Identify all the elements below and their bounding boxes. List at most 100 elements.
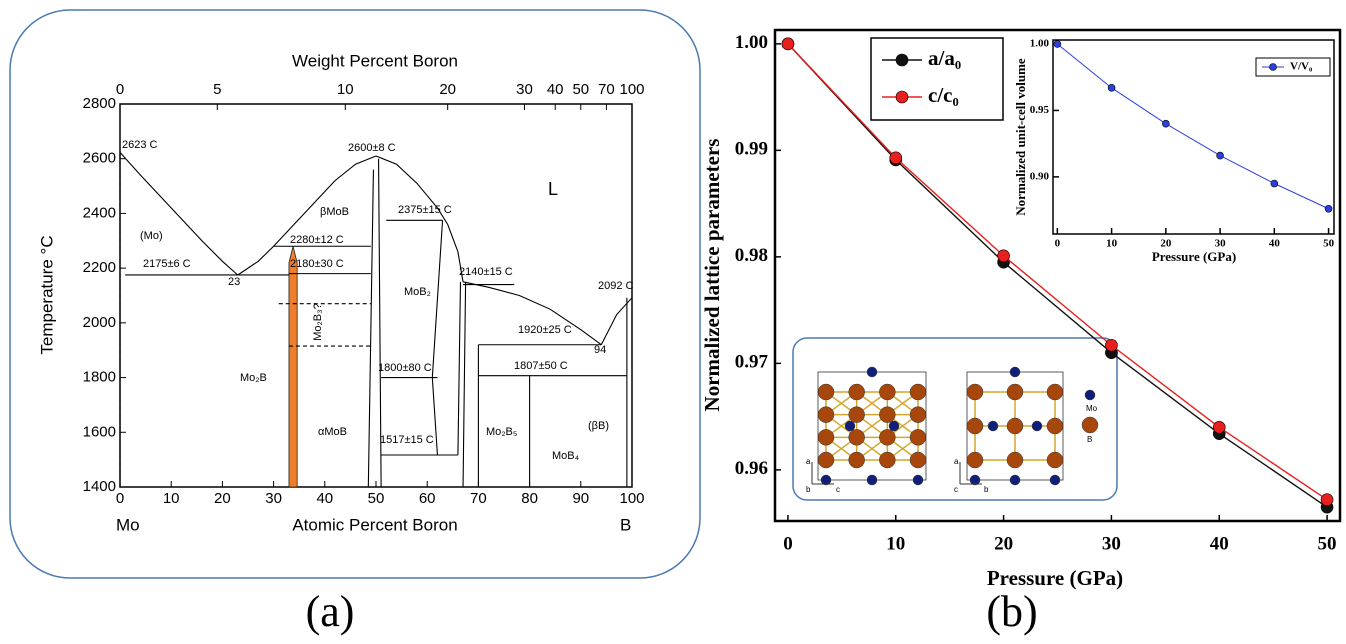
y-tick-label: 1800 bbox=[83, 369, 116, 386]
data-point bbox=[890, 152, 902, 164]
end-label: B bbox=[620, 515, 631, 534]
data-point bbox=[1108, 84, 1115, 91]
annotation: 94 bbox=[594, 344, 606, 356]
atom bbox=[818, 452, 834, 468]
x-tick-label: 10 bbox=[886, 533, 905, 554]
atom bbox=[967, 418, 983, 434]
annotation: (βB) bbox=[588, 420, 609, 432]
atom bbox=[818, 384, 834, 400]
annotation: βMoB bbox=[320, 206, 349, 218]
atom bbox=[1010, 475, 1020, 485]
atom bbox=[967, 452, 983, 468]
atom bbox=[879, 384, 895, 400]
atom bbox=[1047, 418, 1063, 434]
atom bbox=[910, 452, 926, 468]
y-tick-label: 0.96 bbox=[735, 458, 768, 479]
annotation: 2180±30 C bbox=[290, 258, 344, 270]
axis-letter: c bbox=[836, 485, 840, 494]
x-tick-label: 60 bbox=[419, 490, 436, 507]
atom bbox=[913, 475, 923, 485]
x-tick-label: 50 bbox=[368, 490, 385, 507]
atom bbox=[879, 429, 895, 445]
y-tick-label: 2800 bbox=[83, 95, 116, 112]
axis-letter: a bbox=[954, 457, 959, 466]
axis-letter: b bbox=[806, 485, 811, 494]
y-tick-label: 1600 bbox=[83, 423, 116, 440]
y-axis-title: Temperature °C bbox=[37, 235, 56, 354]
atom bbox=[1007, 418, 1023, 434]
data-point bbox=[1321, 494, 1333, 506]
x-tick-label: 0 bbox=[783, 533, 793, 554]
x-tick-label: 100 bbox=[619, 490, 644, 507]
x2-axis-title: Weight Percent Boron bbox=[292, 51, 458, 70]
x2-tick-label: 40 bbox=[547, 81, 564, 98]
figure: MoBabcacb 010203040506070809010005102030… bbox=[0, 0, 1346, 644]
atom bbox=[818, 429, 834, 445]
x2-tick-label: 50 bbox=[572, 81, 589, 98]
x-tick-label: 30 bbox=[1102, 533, 1121, 554]
annotation: αMoB bbox=[318, 426, 347, 438]
x-tick-label: 40 bbox=[316, 490, 333, 507]
x-tick-label: 40 bbox=[1269, 238, 1281, 250]
y-tick-label: 1.00 bbox=[1030, 38, 1050, 50]
atom bbox=[1082, 417, 1098, 433]
atom bbox=[849, 384, 865, 400]
structure-legend: B bbox=[1087, 435, 1092, 444]
y-tick-label: 2000 bbox=[83, 314, 116, 331]
annotation: 1920±25 C bbox=[518, 324, 572, 336]
axis-letter: c bbox=[954, 485, 958, 494]
atom bbox=[1032, 421, 1042, 431]
x-tick-label: 80 bbox=[521, 490, 538, 507]
legend-marker bbox=[896, 54, 908, 66]
data-point bbox=[998, 250, 1010, 262]
atom bbox=[849, 452, 865, 468]
x-axis-title: Pressure (GPa) bbox=[1152, 249, 1236, 264]
atom bbox=[1085, 390, 1095, 400]
annotation: 2175±6 C bbox=[143, 258, 191, 270]
x-tick-label: 50 bbox=[1318, 533, 1337, 554]
y-tick-label: 0.97 bbox=[735, 352, 769, 373]
annotation: Mo₂B₅ bbox=[486, 426, 517, 438]
x2-tick-label: 70 bbox=[598, 81, 615, 98]
annotation: 2600±8 C bbox=[348, 142, 396, 154]
annotation: 2375±15 C bbox=[398, 204, 452, 216]
y-tick-label: 1.00 bbox=[735, 32, 768, 53]
y-tick-label: 2200 bbox=[83, 259, 116, 276]
data-point bbox=[782, 38, 794, 50]
atom bbox=[867, 475, 877, 485]
panel-label: (a) bbox=[306, 587, 355, 636]
annotation: 2623 C bbox=[122, 139, 158, 151]
annotation: 23 bbox=[228, 276, 240, 288]
legend-label: a/a₀ bbox=[928, 46, 961, 70]
atom bbox=[988, 421, 998, 431]
legend-label: V/V₀ bbox=[1290, 61, 1313, 73]
atom bbox=[889, 421, 899, 431]
atom bbox=[849, 407, 865, 423]
annotation: Mo₂B₃? bbox=[312, 303, 324, 341]
annotation: 1517±15 C bbox=[380, 434, 434, 446]
atom bbox=[1047, 384, 1063, 400]
atom bbox=[1050, 475, 1060, 485]
atom bbox=[1007, 384, 1023, 400]
y-axis-title: Normalized lattice parameters bbox=[700, 139, 724, 412]
atom bbox=[910, 429, 926, 445]
x-tick-label: 40 bbox=[1210, 533, 1229, 554]
atom bbox=[1010, 367, 1020, 377]
data-point bbox=[1162, 120, 1169, 127]
x-tick-label: 20 bbox=[994, 533, 1013, 554]
x2-tick-label: 0 bbox=[116, 81, 124, 98]
data-point bbox=[1217, 152, 1224, 159]
atom bbox=[845, 421, 855, 431]
atom bbox=[879, 452, 895, 468]
x-tick-label: 0 bbox=[116, 490, 124, 507]
annotation: 1800±80 C bbox=[378, 362, 432, 374]
annotation: L bbox=[548, 179, 558, 199]
annotation: 2280±12 C bbox=[290, 234, 344, 246]
y-tick-label: 0.99 bbox=[735, 139, 768, 160]
x-tick-label: 90 bbox=[572, 490, 589, 507]
x-tick-label: 70 bbox=[470, 490, 487, 507]
legend-marker bbox=[1270, 64, 1277, 71]
data-point bbox=[1271, 180, 1278, 187]
x2-tick-label: 20 bbox=[439, 81, 456, 98]
x-tick-label: 30 bbox=[265, 490, 282, 507]
